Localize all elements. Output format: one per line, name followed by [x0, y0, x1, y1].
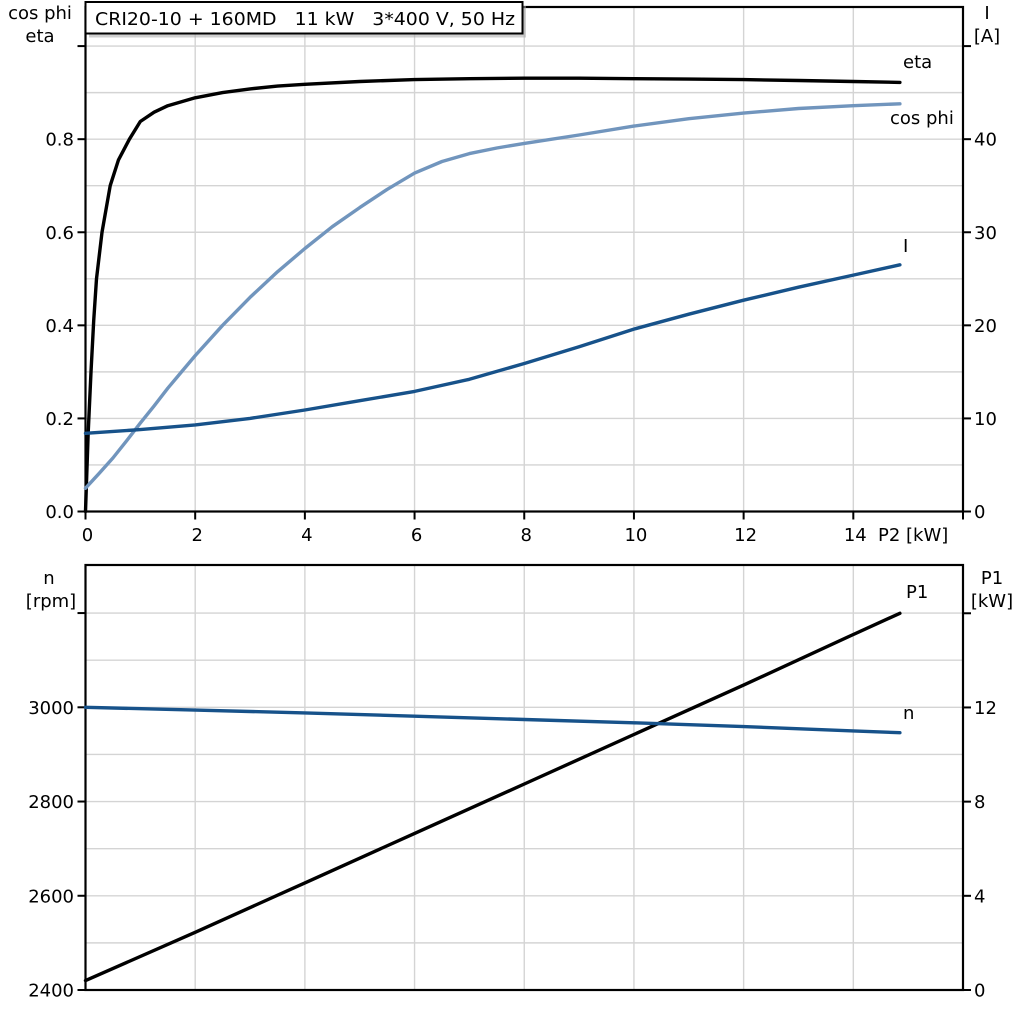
curve-label-n: n	[903, 703, 914, 724]
plot-frame	[84, 563, 965, 992]
left-axis-tick-label: 2800	[28, 792, 74, 813]
title-box-frame	[84, 1, 524, 35]
x-axis-tick-label: 0	[82, 525, 93, 546]
top-chart-left-axis-label-line1: cos phi	[8, 3, 72, 24]
bottom-chart-left-axis-label-line1: n	[43, 568, 54, 589]
right-axis-tick-label: 0	[974, 981, 985, 1002]
curve-n	[83, 705, 902, 735]
x-axis-tick-label: 14	[844, 525, 867, 546]
chart-title: CRI20-10 + 160MD 11 kW 3*400 V, 50 Hz	[95, 9, 515, 30]
left-axis-tick-label: 2600	[28, 886, 74, 907]
title-box: CRI20-10 + 160MD 11 kW 3*400 V, 50 Hz	[84, 1, 526, 38]
curve-label-eta: eta	[903, 52, 932, 73]
curve-eta	[83, 76, 902, 514]
right-axis-tick-label: 4	[974, 886, 985, 907]
x-axis-tick-label: 4	[301, 525, 312, 546]
left-axis-tick-label: 0.0	[45, 502, 74, 523]
bottom-chart-right-axis-label-line1: P1	[981, 568, 1003, 589]
left-axis-tick-label: 0.4	[45, 316, 74, 337]
x-axis-tick-label: 10	[624, 525, 647, 546]
curve-labels-layer: eta cos phi I P1 n	[890, 52, 954, 724]
x-axis-tick-label: 8	[521, 525, 532, 546]
curve-P1	[83, 611, 902, 983]
curve-label-cos-phi: cos phi	[890, 108, 954, 129]
curve-cos-phi	[83, 102, 902, 490]
left-axis-tick-label: 0.6	[45, 223, 74, 244]
left-axis-tick-label: 0.2	[45, 409, 74, 430]
x-axis-tick-label: 2	[191, 525, 202, 546]
right-axis-tick-label: 30	[974, 223, 997, 244]
right-axis-tick-label: 12	[974, 698, 997, 719]
top-chart-left-axis-label-line2: eta	[25, 26, 54, 47]
right-axis-tick-label: 10	[974, 409, 997, 430]
left-axis-tick-label: 0.8	[45, 130, 74, 151]
curve-I	[83, 263, 902, 435]
top-chart-right-axis-label-line2: [A]	[974, 26, 1000, 47]
bottom-chart-left-axis-label-line2: [rpm]	[26, 591, 76, 612]
gridlines-layer	[85, 7, 963, 990]
curve-label-I: I	[903, 236, 908, 257]
right-axis-tick-label: 8	[974, 792, 985, 813]
x-axis-tick-label: 6	[411, 525, 422, 546]
top-chart-right-axis-label-line1: I	[984, 3, 989, 24]
right-axis-tick-label: 0	[974, 502, 985, 523]
right-axis-tick-label: 40	[974, 130, 997, 151]
x-axis-tick-label: 12	[734, 525, 757, 546]
curve-label-P1: P1	[906, 582, 928, 603]
left-axis-tick-label: 2400	[28, 981, 74, 1002]
bottom-chart-right-axis-label-line2: [kW]	[971, 591, 1013, 612]
top-chart-x-axis-label: P2 [kW]	[878, 525, 948, 546]
curves-layer	[83, 76, 902, 983]
left-axis-tick-label: 3000	[28, 698, 74, 719]
right-axis-tick-label: 20	[974, 316, 997, 337]
